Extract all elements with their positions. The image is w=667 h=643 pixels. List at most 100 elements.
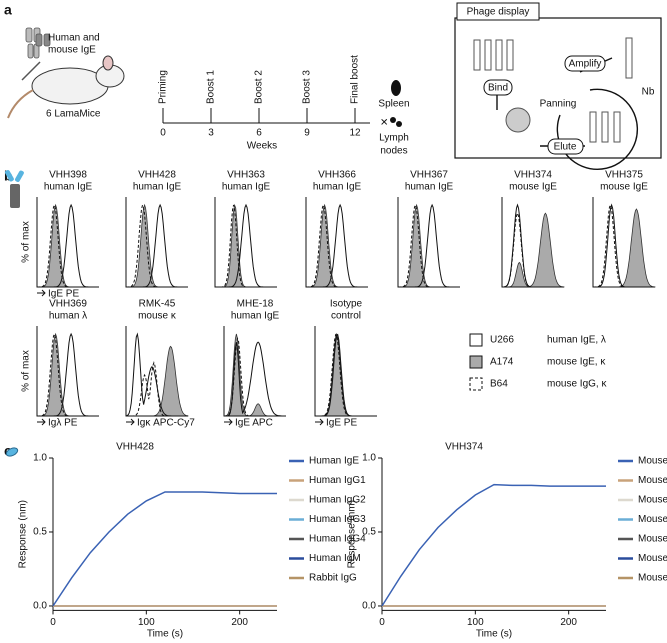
series-line <box>381 483 606 607</box>
histogram-title: human IgE <box>231 311 280 322</box>
x-tick-label: 0 <box>379 617 385 628</box>
histogram-title: VHH398 <box>49 170 87 181</box>
histogram-title: MHE-18 <box>237 299 274 310</box>
legend-label: Human IgM <box>309 553 361 564</box>
histogram-axes <box>125 197 188 288</box>
histogram-solid <box>398 203 460 288</box>
histogram-axes <box>36 326 99 417</box>
timeline-event: Priming <box>158 70 169 104</box>
legend-label: Mouse IgM <box>638 573 667 584</box>
chart-title: VHH428 <box>116 442 154 453</box>
legend-target: human IgE, λ <box>547 335 606 346</box>
y-tick-label: 0.5 <box>362 527 376 538</box>
legend-cell: U266 <box>490 335 514 346</box>
histogram-axes <box>223 326 286 417</box>
x-tick-label: 200 <box>231 617 248 628</box>
y-axis-label: Response (nm) <box>347 500 358 568</box>
histogram-title: VHH428 <box>138 170 176 181</box>
legend-label: Mouse IgG2a <box>638 495 667 506</box>
legend-label: Mouse IgE <box>638 456 667 467</box>
phage-tab <box>456 2 540 21</box>
legend-target: mouse IgG, κ <box>547 379 607 390</box>
histogram-axes <box>397 197 460 288</box>
chart-title: VHH374 <box>445 442 483 453</box>
legend-cell: B64 <box>490 379 508 390</box>
histogram-solid <box>315 333 377 417</box>
mouse-drawing <box>7 55 125 119</box>
legend-label: Human IgG3 <box>309 514 366 525</box>
timeline-event: Boost 1 <box>206 70 217 104</box>
timeline-week: 9 <box>304 128 310 139</box>
cross-mark: ✕ <box>380 118 388 129</box>
legend-label: Human IgG2 <box>309 495 366 506</box>
y-axis-label: Response (nm) <box>18 500 29 568</box>
histogram-title: human IgE <box>313 182 362 193</box>
phage-step: Nb <box>642 87 655 98</box>
mice-label: 6 LamaMice <box>46 109 101 120</box>
legend-label: Human IgG4 <box>309 534 366 545</box>
histogram-title: VHH369 <box>49 299 87 310</box>
histogram-title: human IgE <box>405 182 454 193</box>
histogram-title: VHH363 <box>227 170 265 181</box>
histogram-gray <box>37 203 99 288</box>
histogram-dashed <box>37 332 99 417</box>
x-tick-label: 200 <box>560 617 577 628</box>
organ-label: Lymph <box>379 133 409 144</box>
histogram-axes <box>305 197 368 288</box>
histogram-axes <box>36 197 99 288</box>
x-axis-label: Igκ APC-Cy7 <box>137 418 195 429</box>
histogram-gray <box>315 332 377 417</box>
phage-step: Amplify <box>569 59 602 70</box>
x-tick-label: 100 <box>467 617 484 628</box>
x-axis-label: IgE PE <box>326 418 357 429</box>
mouse-tail <box>7 89 34 119</box>
x-arrow <box>37 418 46 426</box>
histogram-gray <box>398 203 460 288</box>
node-icon <box>396 121 402 127</box>
x-arrow <box>315 418 324 426</box>
x-arrow <box>37 289 46 297</box>
phage-box <box>454 17 662 159</box>
histogram-title: VHH366 <box>318 170 356 181</box>
legend-label: Rabbit IgG <box>309 573 357 584</box>
histogram-dashed <box>398 203 460 288</box>
immunogen-label: mouse IgE <box>48 45 96 56</box>
histogram-title: VHH375 <box>605 170 643 181</box>
nanobody-icon <box>5 447 19 457</box>
histogram-solid <box>224 341 286 417</box>
y-axis-label: % of max <box>21 221 32 263</box>
elute-pill <box>547 138 584 155</box>
timeline-week: 3 <box>208 128 214 139</box>
histogram-title: VHH374 <box>514 170 552 181</box>
histogram-solid <box>306 203 368 288</box>
histogram-dashed <box>37 203 99 288</box>
timeline-week: 6 <box>256 128 262 139</box>
histogram-title: human IgE <box>44 182 93 193</box>
legend-label: Human IgG1 <box>309 475 366 486</box>
histogram-title: mouse IgE <box>600 182 648 193</box>
legend-label: Mouse IgG3 <box>638 553 667 564</box>
histogram-title: RMK-45 <box>139 299 176 310</box>
histogram-gray <box>306 203 368 288</box>
x-axis-label: Time (s) <box>476 629 512 640</box>
x-tick-label: 100 <box>138 617 155 628</box>
legend-swatch <box>469 333 483 347</box>
histogram-axes <box>314 326 377 417</box>
histogram-title: Isotype <box>330 299 363 310</box>
y-tick-label: 0.0 <box>33 601 47 612</box>
histogram-axes <box>125 326 188 417</box>
x-tick-label: 0 <box>50 617 56 628</box>
mouse-ear <box>102 55 114 71</box>
histogram-gray <box>215 203 277 288</box>
timeline-week: 12 <box>349 128 361 139</box>
histogram-title: human λ <box>49 311 87 322</box>
timeline-event: Final boost <box>350 55 361 104</box>
amplify-pill <box>564 55 606 72</box>
histogram-title: mouse IgE <box>509 182 557 193</box>
legend-label: Mouse IgG2c <box>638 534 667 545</box>
nanobody-icon <box>5 170 14 182</box>
histogram-dashed <box>315 333 377 417</box>
histogram-solid <box>215 203 277 288</box>
histogram-dashed <box>593 203 655 288</box>
